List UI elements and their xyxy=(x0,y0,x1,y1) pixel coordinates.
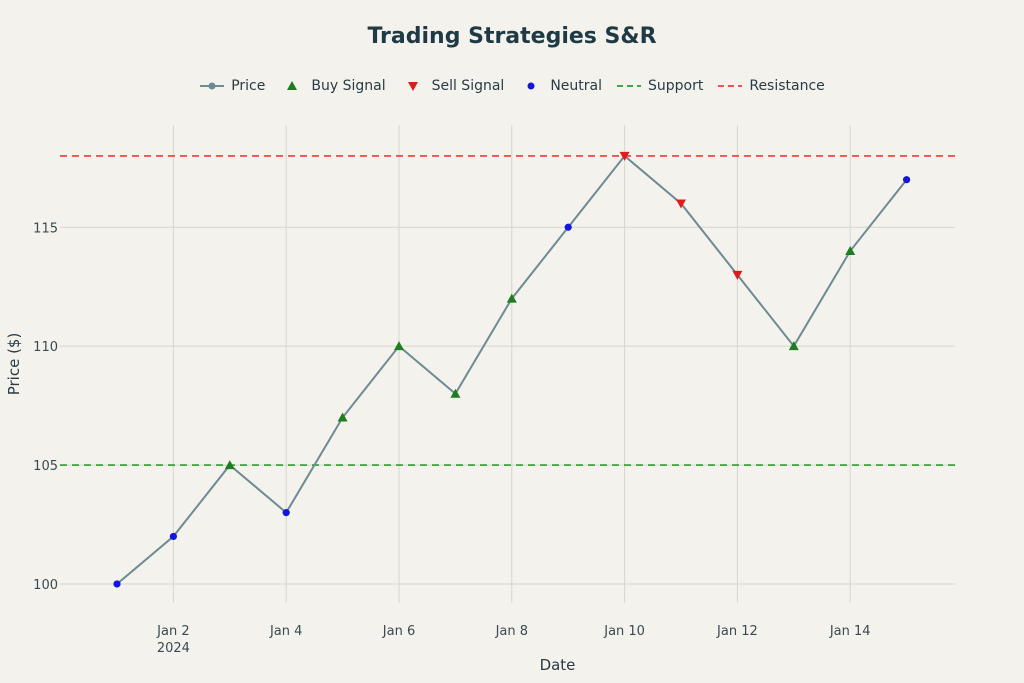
x-tick-label: Jan 12 xyxy=(716,624,758,639)
buy-signal-point xyxy=(224,460,235,470)
buy-signal-point xyxy=(845,246,856,256)
x-tick-label: Jan 6 xyxy=(382,624,415,639)
x-tick-label: Jan 4 xyxy=(269,624,302,639)
buy-signal-point xyxy=(450,388,461,398)
legend-label: Sell Signal xyxy=(431,78,505,94)
neutral-point xyxy=(113,580,121,588)
y-tick-label: 115 xyxy=(33,221,58,236)
legend: Price Buy Signal Sell Signal Neutral Support… xyxy=(0,78,1024,94)
sell-signal-point xyxy=(732,270,743,280)
chart-title: Trading Strategies S&R xyxy=(367,24,657,49)
y-tick-label: 100 xyxy=(33,578,58,593)
legend-item: Price xyxy=(199,78,265,94)
legend-item: Neutral xyxy=(518,78,602,94)
x-tick-sublabel: 2024 xyxy=(157,641,190,656)
legend-swatch-icon xyxy=(617,85,641,87)
x-tick-label: Jan 10 xyxy=(603,624,645,639)
x-tick-label: Jan 2 xyxy=(156,624,189,639)
x-tick-label: Jan 14 xyxy=(829,624,871,639)
legend-swatch-icon xyxy=(200,82,225,90)
legend-swatch-icon xyxy=(407,82,418,91)
legend-label: Price xyxy=(231,78,266,94)
legend-item: Resistance xyxy=(717,78,825,94)
neutral-point xyxy=(903,176,911,184)
legend-swatch-icon xyxy=(718,85,743,87)
legend-item: Buy Signal xyxy=(279,78,386,94)
neutral-point xyxy=(564,223,572,231)
legend-swatch-icon xyxy=(527,82,535,90)
y-axis-label: Price ($) xyxy=(5,333,23,396)
legend-label: Buy Signal xyxy=(311,78,386,94)
sell-signal-point xyxy=(676,199,686,209)
legend-label: Support xyxy=(648,78,704,94)
y-tick-label: 110 xyxy=(33,340,58,355)
buy-signal-point xyxy=(394,341,404,351)
buy-signal-point xyxy=(506,293,517,303)
y-tick-label: 105 xyxy=(33,459,58,474)
neutral-point xyxy=(169,532,177,541)
x-axis-label: Date xyxy=(540,656,576,674)
legend-label: Neutral xyxy=(550,78,602,94)
neutral-point xyxy=(282,509,290,517)
buy-signal-point xyxy=(337,412,348,422)
legend-label: Resistance xyxy=(749,78,825,94)
buy-signal-point xyxy=(788,341,799,351)
legend-item: Support xyxy=(616,78,703,94)
x-tick-label: Jan 8 xyxy=(495,624,528,639)
sell-signal-point xyxy=(619,151,630,161)
legend-item: Sell Signal xyxy=(400,78,505,94)
legend-swatch-icon xyxy=(287,81,298,90)
